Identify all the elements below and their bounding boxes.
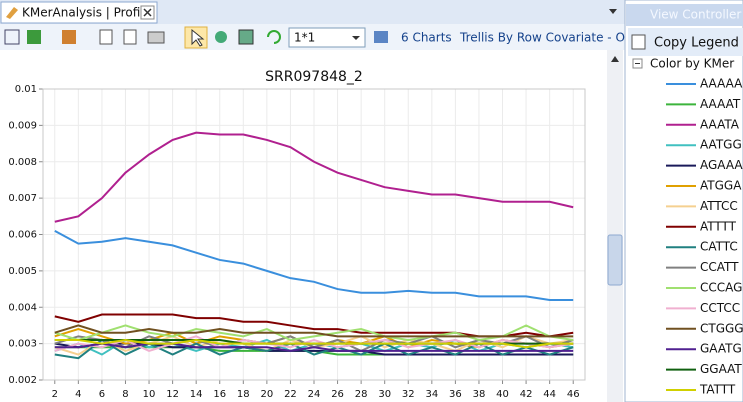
y-tick-label: 0.009 bbox=[8, 120, 37, 131]
y-tick-label: 0.005 bbox=[8, 266, 37, 277]
copy-legend-button[interactable]: Copy Legend wi bbox=[654, 36, 743, 51]
legend-label: ATTTT bbox=[700, 219, 737, 233]
x-tick-label: 40 bbox=[496, 389, 509, 400]
x-tick-label: 32 bbox=[402, 389, 415, 400]
x-tick-label: 2 bbox=[52, 389, 58, 400]
legend-title: Color by KMer bbox=[650, 57, 734, 71]
tool-icon[interactable] bbox=[4, 29, 20, 45]
series-line bbox=[54, 342, 574, 356]
x-tick-label: 22 bbox=[284, 389, 297, 400]
legend-label: AAATA bbox=[700, 117, 740, 131]
tool-icon[interactable] bbox=[27, 30, 41, 44]
close-icon bbox=[143, 8, 152, 17]
x-tick-label: 30 bbox=[378, 389, 391, 400]
x-tick-label: 38 bbox=[473, 389, 486, 400]
tool-icon[interactable] bbox=[62, 30, 76, 44]
tab-icon bbox=[6, 7, 18, 19]
series-line bbox=[54, 229, 574, 301]
legend-label: TATTT bbox=[699, 383, 736, 397]
legend-label: AATGG bbox=[700, 138, 742, 152]
y-tick-label: 0.007 bbox=[8, 193, 37, 204]
scroll-thumb[interactable] bbox=[607, 234, 623, 286]
x-tick-label: 12 bbox=[166, 389, 179, 400]
legend-label: ATTCC bbox=[700, 199, 738, 213]
x-tick-label: 8 bbox=[122, 389, 128, 400]
legend-label: GGAAT bbox=[700, 362, 742, 376]
x-tick-label: 10 bbox=[143, 389, 156, 400]
tool-icon[interactable] bbox=[99, 29, 113, 45]
legend-label: GAATG bbox=[700, 342, 742, 356]
y-tick-label: 0.002 bbox=[8, 375, 37, 386]
tool-icon[interactable] bbox=[215, 31, 227, 43]
panel-header bbox=[626, 4, 743, 26]
x-tick-label: 28 bbox=[355, 389, 368, 400]
legend-label: CATTC bbox=[700, 240, 738, 254]
y-tick-label: 0.003 bbox=[8, 339, 37, 350]
scroll-up[interactable] bbox=[611, 56, 619, 62]
chart-title: SRR097848_2 bbox=[265, 69, 363, 85]
x-tick-label: 34 bbox=[425, 389, 438, 400]
legend-label: ATGGA bbox=[700, 179, 742, 193]
y-tick-label: 0.01 bbox=[15, 84, 37, 95]
y-tick-label: 0.008 bbox=[8, 157, 37, 168]
legend-label: CCCAG bbox=[700, 281, 742, 295]
series-line bbox=[54, 131, 574, 223]
charts-button[interactable]: 6 Charts bbox=[401, 31, 452, 45]
x-tick-label: 18 bbox=[237, 389, 250, 400]
legend-label: AGAAA bbox=[700, 158, 743, 172]
legend-label: CTGGG bbox=[700, 321, 743, 335]
x-tick-label: 36 bbox=[449, 389, 462, 400]
x-tick-label: 14 bbox=[190, 389, 203, 400]
x-tick-label: 6 bbox=[99, 389, 105, 400]
series-line bbox=[54, 338, 574, 349]
series-line bbox=[54, 335, 574, 352]
tool-icon[interactable] bbox=[238, 29, 254, 45]
legend-label: CCTCC bbox=[700, 301, 740, 315]
tool-icon[interactable] bbox=[147, 31, 165, 44]
legend-label: CCATT bbox=[700, 260, 739, 274]
legend-label: AAAAT bbox=[700, 97, 741, 111]
y-tick-label: 0.006 bbox=[8, 230, 37, 241]
refresh-icon[interactable] bbox=[267, 30, 281, 44]
trellis-button[interactable]: Trellis By Row Covariate - Obse bbox=[459, 31, 646, 45]
x-tick-label: 26 bbox=[331, 389, 344, 400]
x-tick-label: 42 bbox=[520, 389, 533, 400]
plot-frame bbox=[42, 88, 586, 381]
legend-label: AAAAA bbox=[700, 77, 743, 91]
x-tick-label: 20 bbox=[261, 389, 274, 400]
series-line bbox=[54, 324, 574, 338]
x-tick-label: 46 bbox=[567, 389, 580, 400]
layout-combobox[interactable] bbox=[288, 27, 366, 48]
tool-icon[interactable] bbox=[123, 29, 137, 45]
tab[interactable] bbox=[0, 1, 158, 24]
tab-title: KMerAnalysis | Profile bbox=[22, 6, 151, 20]
pointer-icon bbox=[191, 28, 205, 47]
x-tick-label: 4 bbox=[75, 389, 81, 400]
series-line bbox=[54, 342, 574, 352]
scrollbar[interactable] bbox=[607, 50, 623, 402]
view-controller-panel bbox=[624, 0, 743, 402]
tool-icon[interactable] bbox=[374, 31, 388, 43]
y-tick-label: 0.004 bbox=[8, 302, 37, 313]
panel-toolbar bbox=[628, 28, 743, 56]
panel-title: View Controller bbox=[650, 8, 741, 22]
tab-menu[interactable] bbox=[609, 9, 617, 14]
x-tick-label: 24 bbox=[308, 389, 321, 400]
copy-icon bbox=[631, 34, 646, 50]
x-tick-label: 16 bbox=[213, 389, 226, 400]
layout-value: 1*1 bbox=[294, 31, 315, 45]
combobox-arrow bbox=[352, 36, 360, 40]
x-tick-label: 44 bbox=[543, 389, 556, 400]
